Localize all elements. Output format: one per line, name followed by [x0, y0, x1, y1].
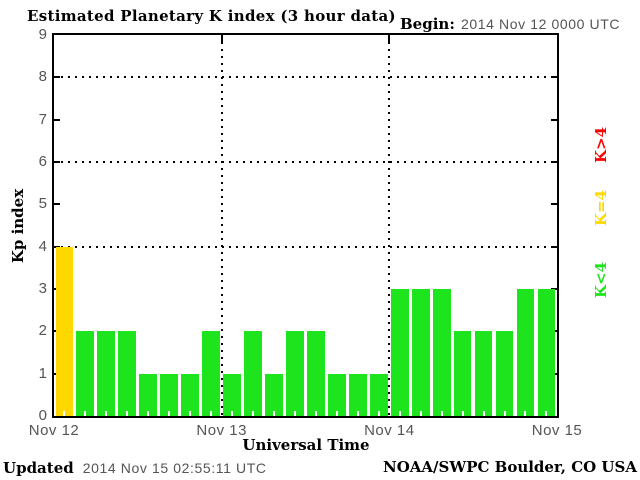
y-tick-label: 2 — [38, 322, 47, 340]
day-boundary-top-tick — [220, 35, 223, 42]
bar-base-tick — [314, 411, 317, 416]
y-tick-left — [54, 161, 60, 163]
bar-base-tick — [210, 411, 213, 416]
kp-bar — [432, 289, 451, 416]
y-tick-left — [54, 203, 60, 206]
kp-bar — [411, 289, 430, 416]
day-boundary-line — [388, 35, 391, 416]
y-tick-right — [551, 76, 557, 79]
y-tick-label: 8 — [38, 68, 47, 86]
y-tick-label: 3 — [38, 280, 47, 297]
bar-base-tick — [293, 411, 296, 416]
x-day-label: Nov 13 — [196, 422, 247, 439]
y-tick-right — [551, 118, 557, 121]
kp-bar — [348, 373, 367, 416]
kp-gridline-4 — [54, 245, 557, 248]
kp-bar — [118, 331, 137, 416]
y-tick-label: 6 — [38, 153, 47, 170]
kp-bar — [97, 331, 116, 416]
bar-base-tick — [63, 411, 66, 416]
legend-label: K>4 — [592, 126, 610, 164]
kp-bar — [160, 373, 179, 416]
bar-base-tick — [503, 411, 506, 416]
kp-bar — [369, 373, 388, 416]
kp-bar — [390, 289, 409, 416]
y-tick-right — [551, 203, 557, 206]
bar-base-tick — [168, 411, 171, 416]
kp-bar — [286, 331, 304, 416]
bar-base-tick — [105, 411, 108, 416]
y-tick-left — [54, 76, 60, 79]
bar-base-tick — [419, 411, 422, 416]
bar-base-tick — [440, 411, 443, 416]
y-tick-right — [551, 161, 557, 163]
y-axis-title-text: Kp index — [9, 188, 27, 264]
kp-gridline-8 — [54, 76, 557, 79]
bar-base-tick — [252, 411, 254, 416]
kp-bar — [265, 373, 283, 416]
kp-bar — [537, 289, 556, 416]
y-tick-left — [54, 118, 60, 121]
y-tick-label: 5 — [38, 195, 47, 213]
kp-bar — [453, 331, 472, 416]
y-tick-label: 4 — [38, 237, 47, 255]
y-tick-label: 9 — [38, 26, 47, 43]
kp-gridline-6 — [54, 161, 557, 163]
kp-bar — [495, 331, 514, 416]
y-tick-label: 7 — [38, 110, 47, 128]
kp-bar — [223, 373, 241, 416]
bar-base-tick — [545, 411, 548, 416]
kp-bar — [181, 373, 199, 416]
bar-base-tick — [335, 411, 338, 416]
bar-base-tick — [147, 411, 150, 416]
kp-bar — [307, 331, 325, 416]
bar-base-tick — [356, 411, 359, 416]
footer-updated: Updated 2014 Nov 15 02:55:11 UTC — [3, 458, 267, 477]
bar-base-tick — [524, 411, 527, 416]
bar-base-tick — [126, 411, 129, 416]
bar-base-tick — [461, 411, 464, 416]
updated-label: Updated — [3, 459, 74, 477]
bar-base-tick — [231, 411, 234, 416]
y-tick-label: 0 — [38, 407, 47, 424]
x-day-label: Nov 14 — [364, 422, 415, 439]
day-boundary-line — [220, 35, 223, 416]
bar-base-tick — [377, 411, 380, 416]
kp-bar — [55, 246, 74, 416]
kp-bar — [139, 373, 158, 416]
y-tick-left — [54, 245, 60, 248]
y-tick-label: 1 — [38, 364, 47, 382]
day-boundary-top-tick — [388, 35, 391, 42]
kp-bar — [202, 331, 220, 416]
legend-label: K=4 — [592, 189, 610, 227]
kp-bar — [76, 331, 95, 416]
bar-base-tick — [398, 411, 401, 416]
kp-bar — [516, 289, 535, 416]
y-tick-right — [551, 245, 557, 248]
chart-title: Estimated Planetary K index (3 hour data… — [27, 7, 396, 25]
bar-base-tick — [84, 411, 87, 416]
bar-base-tick — [272, 411, 275, 416]
x-axis-title: Universal Time — [242, 436, 370, 454]
kp-bar — [327, 373, 346, 416]
plot-area — [52, 33, 559, 418]
x-day-label: Nov 12 — [28, 422, 80, 439]
bar-base-tick — [482, 411, 485, 416]
kp-bar — [474, 331, 493, 416]
x-day-label: Nov 15 — [531, 422, 583, 439]
legend-label: K<4 — [592, 261, 610, 299]
begin-label: Begin: — [400, 15, 455, 33]
begin-value: 2014 Nov 12 0000 UTC — [461, 16, 621, 32]
updated-value: 2014 Nov 15 02:55:11 UTC — [82, 460, 267, 476]
bar-base-tick — [189, 411, 192, 416]
kp-bar — [244, 331, 262, 416]
footer-source: NOAA/SWPC Boulder, CO USA — [382, 458, 637, 476]
